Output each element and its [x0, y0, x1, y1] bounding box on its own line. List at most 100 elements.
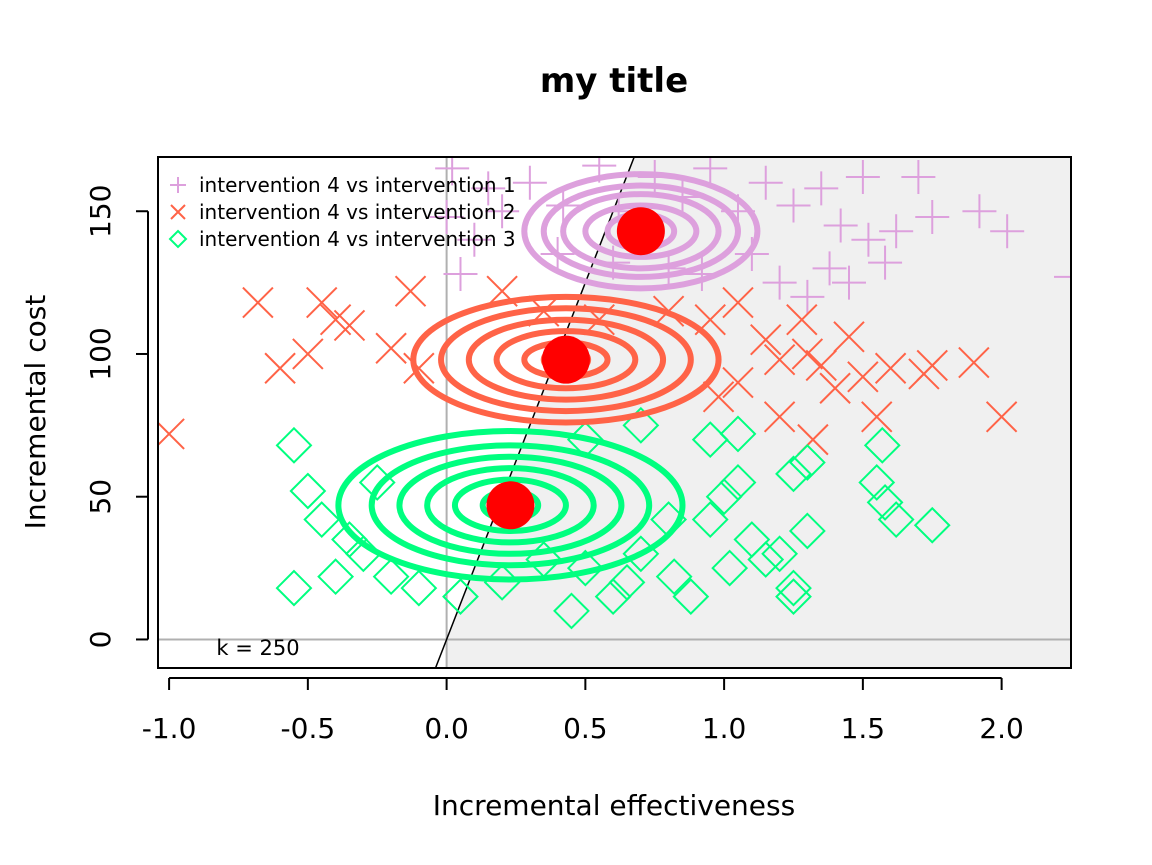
legend-label-3: intervention 4 vs intervention 3 [199, 227, 516, 251]
data-point [833, 321, 865, 353]
data-point [722, 286, 754, 319]
data-point [775, 578, 812, 616]
data-point [553, 592, 590, 630]
data-point [303, 501, 341, 538]
data-point [372, 558, 410, 596]
data-point [812, 251, 847, 286]
contour-ring [493, 328, 639, 392]
data-point [775, 569, 812, 607]
data-point [761, 535, 799, 573]
data-point [289, 472, 327, 510]
data-point [722, 366, 754, 399]
data-point [866, 484, 904, 521]
contour-ring [540, 182, 741, 280]
mean-point-3 [486, 481, 535, 530]
x-axis-label: Incremental effectiveness [433, 789, 795, 822]
contour-ring [438, 305, 694, 415]
x-tick-label: 1.0 [702, 712, 747, 745]
mean-point-1 [616, 207, 665, 256]
data-point [877, 501, 915, 538]
legend-marker-3 [168, 229, 188, 249]
data-point [874, 352, 907, 384]
legend-label-1: intervention 4 vs intervention 1 [199, 173, 516, 197]
data-point [786, 304, 818, 336]
legend: intervention 4 vs intervention 1 interven… [168, 173, 516, 251]
contour-ring [368, 442, 653, 569]
data-point [790, 279, 825, 314]
data-point [788, 512, 826, 550]
data-point [819, 372, 851, 404]
data-point [711, 549, 749, 587]
y-tick-label: 50 [84, 479, 117, 515]
data-point [485, 194, 520, 229]
contour-ring [396, 453, 625, 557]
data-point [705, 478, 743, 516]
data-point [566, 549, 604, 587]
y-tick-label: 100 [84, 327, 117, 380]
chart-title: my title [540, 61, 688, 101]
data-point [394, 275, 427, 307]
data-point [275, 426, 313, 464]
data-point [719, 464, 757, 501]
data-point [331, 521, 368, 558]
data-point [691, 501, 729, 538]
data-point [750, 323, 782, 356]
data-point [655, 558, 693, 596]
data-point [333, 309, 366, 342]
data-point [831, 265, 866, 300]
data-point [306, 286, 338, 319]
contour-ring [465, 316, 667, 403]
x-tick-label: -0.5 [281, 712, 336, 745]
data-point [400, 569, 438, 607]
data-point [375, 332, 407, 364]
data-point [958, 346, 990, 379]
series-2 [158, 275, 1018, 456]
data-point [264, 352, 296, 384]
data-point [719, 415, 757, 453]
data-point [512, 165, 547, 200]
contour-ring [560, 191, 722, 272]
x-axis: -1.0 -0.5 0.0 0.5 1.0 1.5 2.0 [142, 677, 1024, 745]
data-point [471, 171, 506, 206]
data-point [901, 159, 936, 194]
contour-ring [582, 202, 700, 260]
legend-label-2: intervention 4 vs intervention 2 [199, 200, 516, 224]
data-point [242, 286, 274, 319]
data-point [403, 352, 435, 384]
x-tick-label: 0.0 [424, 712, 469, 745]
data-point [962, 194, 997, 229]
data-point [457, 222, 492, 257]
data-point [823, 208, 858, 243]
y-tick-label: 0 [84, 631, 117, 649]
data-point [594, 578, 632, 616]
data-point [804, 171, 839, 206]
x-tick-label: 0.5 [563, 712, 608, 745]
data-point [861, 401, 893, 433]
data-point [915, 199, 950, 234]
data-point [442, 578, 479, 616]
data-point [1054, 259, 1071, 294]
data-point [788, 444, 826, 481]
data-point [879, 214, 914, 249]
data-point [158, 418, 185, 450]
x-tick-label: -1.0 [142, 712, 197, 745]
data-point [292, 338, 324, 370]
contour-ring [424, 465, 597, 546]
data-point [748, 165, 783, 200]
wtp-label: k = 250 [216, 636, 299, 660]
y-tick-label: 150 [84, 185, 117, 238]
data-point [805, 349, 837, 382]
data-point [985, 401, 1018, 433]
data-point [275, 569, 313, 607]
contour-ring [335, 428, 686, 583]
y-axis: 0 50 100 150 [84, 185, 149, 649]
data-point [913, 506, 951, 544]
contour-ring [410, 293, 722, 426]
data-point [868, 245, 903, 280]
y-axis-label: Incremental cost [19, 295, 52, 530]
data-point [317, 558, 355, 596]
data-point [443, 257, 478, 292]
data-point [847, 361, 879, 393]
contour-ring [451, 476, 569, 534]
